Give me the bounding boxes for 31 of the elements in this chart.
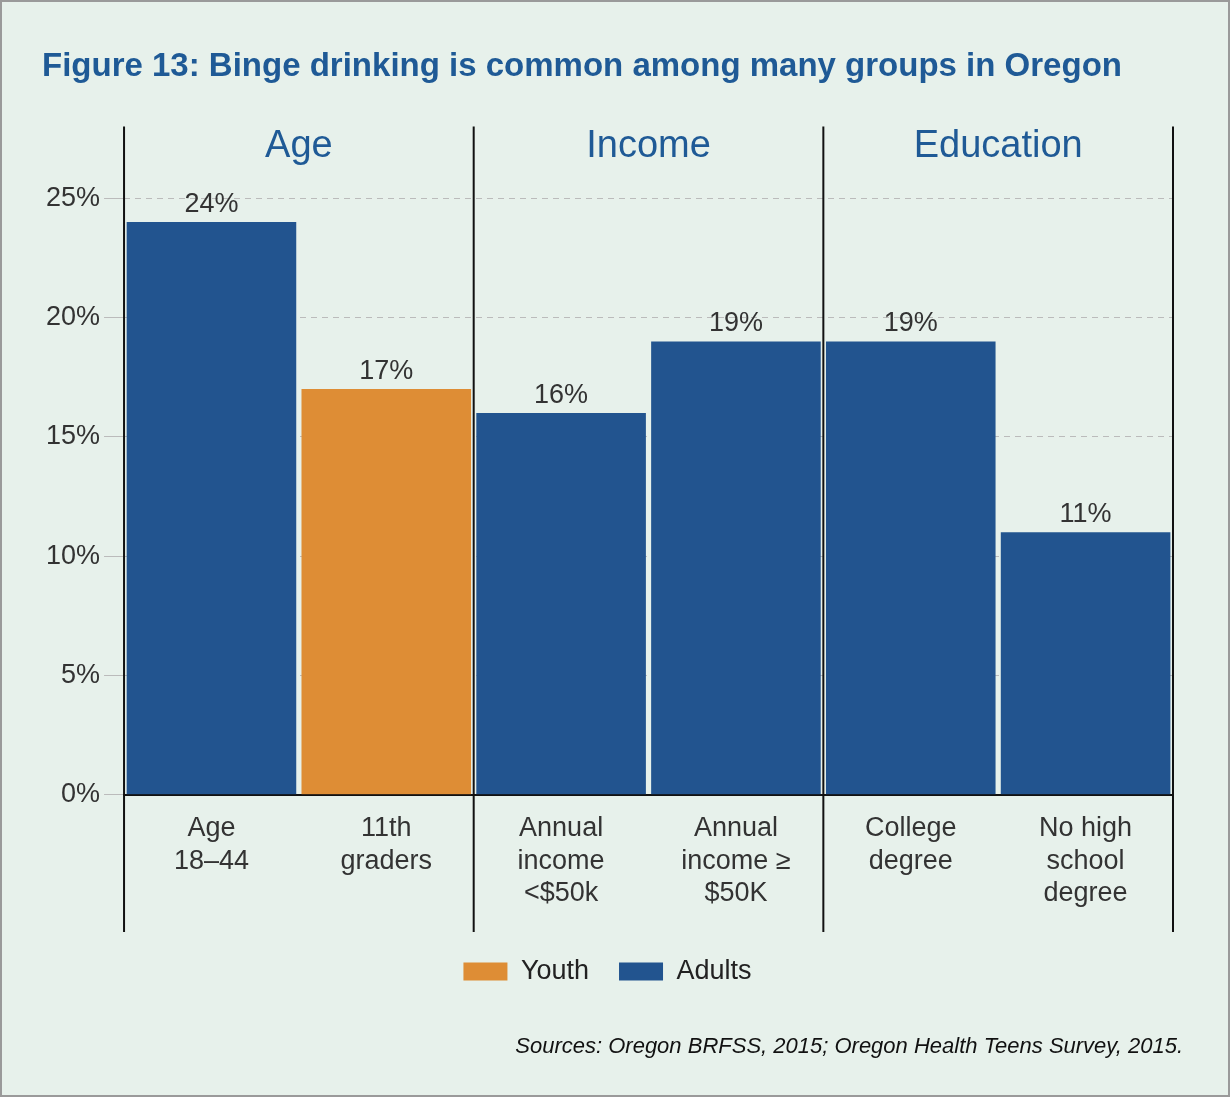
source-note: Sources: Oregon BRFSS, 2015; Oregon Health Teens Survey, 2015.: [515, 1033, 1183, 1059]
bar: [651, 341, 821, 795]
chart-title: Figure 13: Binge drinking is common among many groups in Oregon: [42, 45, 1122, 83]
data-label: 17%: [359, 355, 414, 386]
annotation: Income: [586, 123, 711, 166]
bar: [126, 222, 297, 795]
y-tick-label: 0%: [61, 778, 101, 809]
x-tick-label: College degree: [864, 812, 957, 875]
y-tick-label: 15%: [45, 420, 101, 451]
x-tick-label: Annual income <$50k: [517, 812, 605, 908]
data-label: 11%: [1059, 498, 1112, 529]
annotation: Education: [913, 123, 1083, 166]
x-tick-label: Annual income ≥ $50K: [681, 812, 791, 908]
bar: [301, 389, 472, 795]
legend-label: Adults: [676, 954, 752, 985]
x-tick-label: 11th graders: [340, 812, 433, 875]
bar: [825, 341, 996, 795]
y-tick-label: 20%: [45, 300, 101, 331]
data-label: 19%: [883, 307, 938, 338]
legend-label: Youth: [520, 954, 590, 985]
y-tick-label: 10%: [45, 539, 101, 570]
bar: [1000, 532, 1171, 795]
data-label: 19%: [708, 307, 763, 338]
bar: [476, 412, 646, 795]
x-tick-label: No high school degree: [1039, 812, 1133, 908]
data-label: 24%: [184, 188, 239, 219]
data-label: 16%: [534, 378, 589, 409]
x-tick-label: Age 18–44: [173, 812, 249, 875]
y-tick-label: 25%: [45, 181, 101, 212]
y-tick-label: 5%: [61, 658, 101, 689]
annotation: Age: [265, 123, 333, 166]
